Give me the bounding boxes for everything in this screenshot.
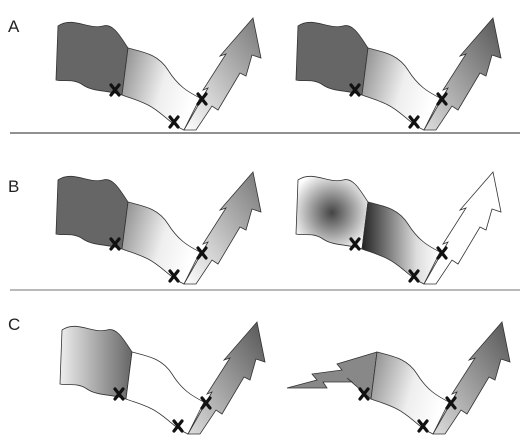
shape-figure [60, 322, 265, 434]
shape-figure [56, 172, 261, 284]
shape-figure [56, 18, 261, 130]
shape-figure [296, 172, 501, 284]
shape-figure [296, 18, 501, 130]
panel-label: B [8, 177, 19, 196]
panel-label: C [8, 315, 20, 334]
panel-label: A [8, 17, 20, 36]
figure: A B C [0, 0, 523, 445]
shape-figure [287, 322, 510, 434]
